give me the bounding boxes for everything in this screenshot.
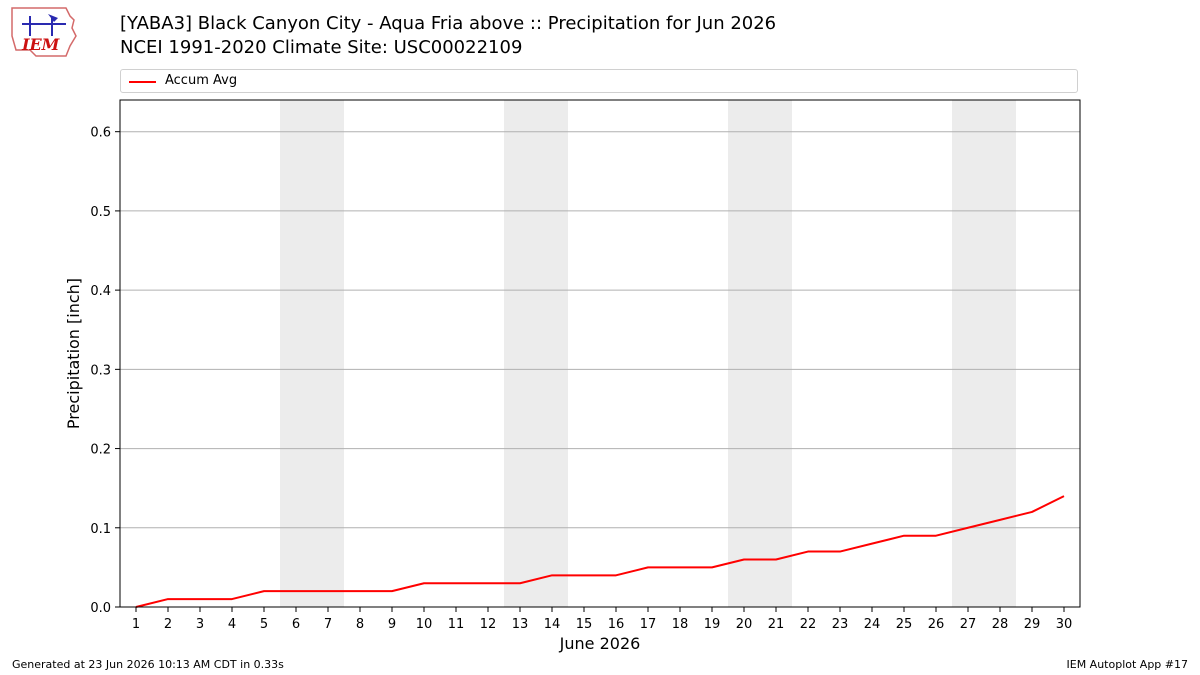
weekend-band	[952, 100, 1016, 607]
x-tick-label: 24	[864, 617, 881, 632]
y-tick-label: 0.2	[90, 443, 111, 458]
x-tick-label: 25	[896, 617, 913, 632]
y-tick-label: 0.3	[90, 363, 111, 378]
x-tick-label: 15	[576, 617, 593, 632]
x-tick-label: 29	[1024, 617, 1041, 632]
plot-frame	[119, 99, 1081, 608]
x-tick-label: 14	[544, 617, 561, 632]
footer-app: IEM Autoplot App #17	[1066, 658, 1189, 671]
x-tick-label: 23	[832, 617, 849, 632]
footer-generated: Generated at 23 Jun 2026 10:13 AM CDT in…	[12, 658, 284, 671]
x-tick-label: 28	[992, 617, 1009, 632]
x-tick-label: 6	[292, 617, 300, 632]
x-tick-label: 3	[196, 617, 204, 632]
series-layer	[135, 495, 1065, 608]
legend-label-accum-avg: Accum Avg	[165, 73, 238, 88]
x-tick-label: 22	[800, 617, 817, 632]
weekend-bands	[280, 100, 1016, 607]
iem-logo: IEM	[11, 7, 77, 57]
x-tick-label: 20	[736, 617, 753, 632]
chart-title: [YABA3] Black Canyon City - Aqua Fria ab…	[120, 13, 777, 34]
series-line-accum-avg	[135, 495, 1065, 608]
x-tick-label: 1	[132, 617, 140, 632]
x-tick-label: 7	[324, 617, 332, 632]
x-tick-label: 27	[960, 617, 977, 632]
y-tick-label: 0.5	[90, 205, 111, 220]
chart-subtitle: NCEI 1991-2020 Climate Site: USC00022109	[120, 37, 523, 58]
x-tick-label: 16	[608, 617, 625, 632]
x-axis-label: June 2026	[559, 634, 641, 653]
x-tick-label: 8	[356, 617, 364, 632]
x-tick-label: 17	[640, 617, 657, 632]
logo-text: IEM	[21, 35, 61, 54]
x-axis-ticks: 1 2 3 4 5 6 7 8 9 10 11 12 13 14 15 16 17 18 19 20 21 22 23 24 2…	[132, 607, 1072, 632]
x-tick-label: 30	[1056, 617, 1073, 632]
x-tick-label: 18	[672, 617, 689, 632]
y-axis-label: Precipitation [inch]	[64, 278, 83, 429]
x-tick-label: 9	[388, 617, 396, 632]
y-axis-ticks: 0.0 0.1 0.2 0.3 0.4 0.5 0.6	[90, 126, 120, 616]
y-tick-label: 0.1	[90, 522, 111, 537]
x-tick-label: 5	[260, 617, 268, 632]
x-tick-label: 11	[448, 617, 465, 632]
x-tick-label: 12	[480, 617, 497, 632]
weekend-band	[728, 100, 792, 607]
y-tick-label: 0.0	[90, 601, 111, 616]
weekend-band	[504, 100, 568, 607]
legend-swatch-accum-avg	[129, 81, 156, 83]
y-tick-label: 0.6	[90, 126, 111, 141]
x-tick-label: 10	[416, 617, 433, 632]
x-tick-label: 13	[512, 617, 529, 632]
x-tick-label: 4	[228, 617, 236, 632]
x-tick-label: 2	[164, 617, 172, 632]
x-tick-label: 21	[768, 617, 785, 632]
legend: Accum Avg	[120, 69, 1078, 93]
x-tick-label: 19	[704, 617, 721, 632]
weekend-band	[280, 100, 344, 607]
y-tick-label: 0.4	[90, 284, 111, 299]
x-tick-label: 26	[928, 617, 945, 632]
